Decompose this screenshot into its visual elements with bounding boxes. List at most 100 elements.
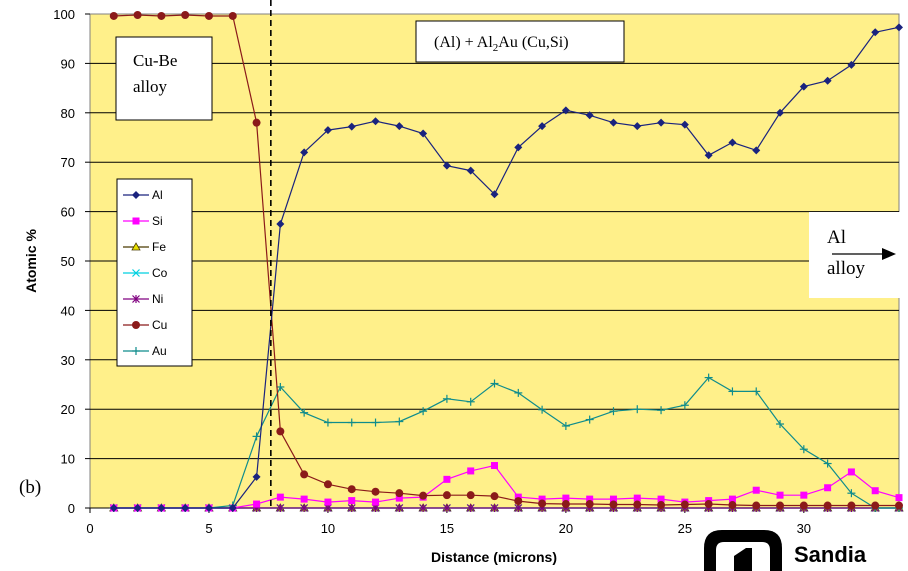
data-point-au (442, 394, 451, 403)
legend-item-cu: Cu (123, 318, 167, 332)
data-point-au (300, 408, 309, 417)
data-point-al (585, 111, 594, 120)
data-point-al (752, 146, 761, 155)
data-point-au (252, 432, 261, 441)
data-point-cu (490, 492, 499, 501)
y-tick-label: 30 (61, 353, 75, 368)
data-point-cu (728, 501, 737, 510)
data-point-cu (181, 10, 190, 19)
data-point-al (419, 129, 428, 138)
data-point-cu (157, 11, 166, 20)
data-point-cu (419, 491, 428, 500)
data-point-ni (347, 504, 356, 512)
y-tick-label: 0 (68, 501, 75, 516)
data-point-au (585, 415, 594, 424)
legend-label-ni: Ni (152, 292, 163, 306)
cube-alloy-box: Cu-Be alloy (115, 36, 213, 121)
data-point-si (253, 500, 261, 508)
y-tick-label: 20 (61, 402, 75, 417)
data-point-au (323, 418, 332, 427)
logo-text: Sandia (794, 542, 867, 567)
data-point-si (609, 495, 617, 503)
phase-box: (Al) + Al2Au (Cu,Si) (415, 20, 625, 63)
data-point-cu (585, 500, 594, 509)
data-point-al (704, 151, 713, 160)
y-axis: 0 10 20 30 40 50 60 70 80 90 100 (53, 7, 90, 516)
sandia-logo: Sandia (704, 530, 867, 571)
data-point-ni (490, 504, 499, 512)
sandia-logo-icon (704, 530, 782, 571)
data-point-cu (252, 118, 261, 127)
data-point-cu (228, 11, 237, 20)
data-point-au (490, 379, 499, 388)
data-point-ni (300, 504, 309, 512)
data-point-si (895, 494, 903, 502)
data-point-al (395, 122, 404, 131)
data-point-au (657, 406, 666, 415)
data-point-si (800, 491, 808, 499)
data-point-al (276, 219, 285, 228)
cube-alloy-line2: alloy (133, 77, 167, 96)
data-point-ni (514, 504, 523, 512)
series-au (109, 373, 903, 512)
data-point-al (204, 504, 213, 512)
x-axis-title: Distance (microns) (431, 549, 557, 565)
data-point-au (704, 373, 713, 382)
panel-label: (b) (19, 477, 41, 498)
data-point-al (442, 161, 451, 170)
series-group (109, 10, 904, 512)
legend-marker-fe (131, 242, 141, 251)
data-point-si (348, 497, 356, 505)
data-point-au (419, 407, 428, 416)
x-tick-label: 25 (678, 521, 692, 536)
data-point-ni (419, 504, 428, 512)
data-point-si (300, 495, 308, 503)
data-point-cu (538, 499, 547, 508)
data-point-al (490, 190, 499, 199)
data-point-au (514, 388, 523, 397)
legend-item-fe: Fe (123, 240, 166, 254)
data-point-al (323, 126, 332, 135)
data-point-au (752, 387, 761, 396)
data-point-au (799, 445, 808, 454)
y-tick-label: 40 (61, 303, 75, 318)
data-point-ni (276, 504, 285, 512)
data-point-si (562, 494, 570, 502)
legend: Al Si Fe Co Ni Cu Au (116, 178, 193, 367)
legend-label-si: Si (152, 214, 163, 228)
y-tick-label: 10 (61, 452, 75, 467)
data-point-si (372, 498, 380, 506)
data-point-cu (752, 501, 761, 510)
data-point-cu (371, 487, 380, 496)
y-tick-label: 70 (61, 155, 75, 170)
data-point-si (752, 486, 760, 494)
data-point-au (776, 420, 785, 429)
legend-item-au: Au (123, 344, 167, 358)
data-point-al (252, 472, 261, 481)
data-point-al (871, 28, 880, 37)
legend-item-al: Al (123, 188, 163, 202)
data-point-cu (442, 491, 451, 500)
data-point-al (538, 122, 547, 131)
x-axis: 0 5 10 15 20 25 30 (86, 507, 899, 536)
legend-item-si: Si (123, 214, 163, 228)
y-tick-label: 100 (53, 7, 75, 22)
y-tick-label: 50 (61, 254, 75, 269)
data-point-si (443, 475, 451, 483)
data-point-au (823, 459, 832, 468)
data-point-al (109, 504, 118, 512)
data-point-au (371, 418, 380, 427)
data-point-al (133, 504, 142, 512)
al-alloy-top: Al (827, 227, 846, 248)
data-point-si (586, 495, 594, 503)
x-tick-label: 20 (559, 521, 573, 536)
data-point-al (728, 138, 737, 147)
data-point-al (300, 148, 309, 157)
cube-alloy-line1: Cu-Be (133, 51, 177, 70)
data-point-al (181, 504, 190, 512)
data-point-si (276, 493, 284, 501)
y-tick-label: 80 (61, 106, 75, 121)
data-point-au (347, 418, 356, 427)
data-point-al (823, 76, 832, 85)
legend-item-ni: Ni (123, 292, 163, 306)
